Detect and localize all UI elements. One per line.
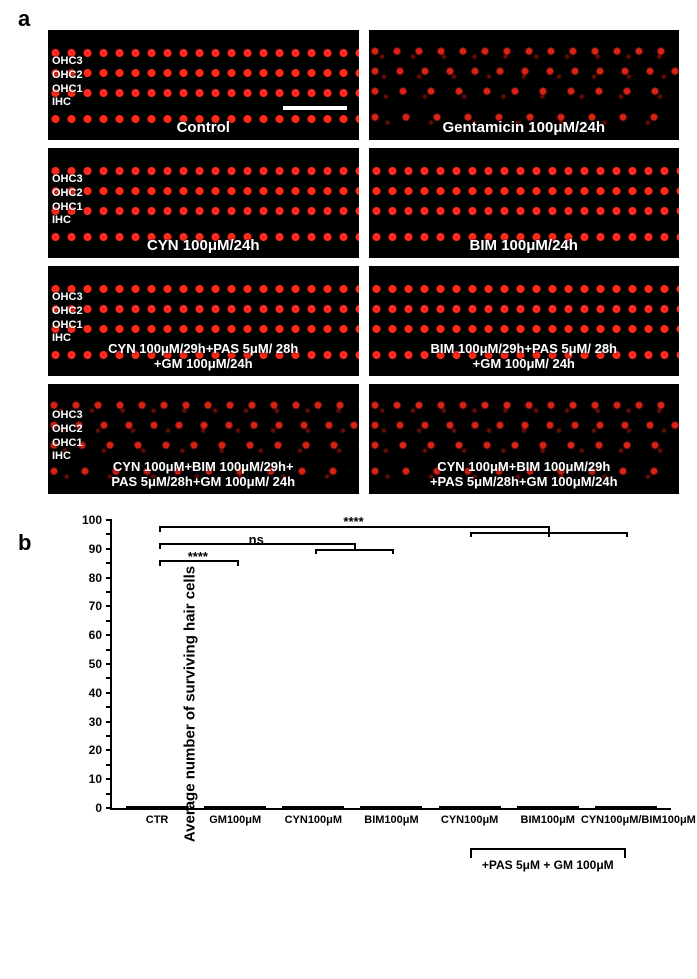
bar-wrap: GM100μM	[196, 806, 274, 808]
micrograph-caption: CYN 100μM/24h	[48, 237, 359, 254]
micrograph-caption: BIM 100μM/24h	[369, 237, 680, 254]
significance-text: ****	[343, 514, 363, 529]
micrograph-caption: CYN 100μM+BIM 100μM/29h+PAS 5μM/28h+GM 1…	[369, 460, 680, 490]
micrograph-caption: Control	[48, 119, 359, 136]
micrograph-caption: Gentamicin 100μM/24h	[369, 119, 680, 136]
micrograph-tile: BIM 100μM/29h+PAS 5μM/ 28h+GM 100μM/ 24h	[369, 266, 680, 376]
y-tick	[106, 735, 112, 737]
figure: a OHC3OHC2OHC1IHCControlGentamicin 100μM…	[0, 0, 697, 906]
x-tick-label: CTR	[112, 808, 202, 826]
y-tick-label: 20	[89, 743, 112, 757]
bar-wrap: BIM100μM	[352, 806, 430, 808]
y-tick-label: 60	[89, 628, 112, 642]
hair-cell-row-labels: OHC3OHC2OHC1IHC	[52, 173, 83, 228]
y-tick-label: 90	[89, 542, 112, 556]
micrograph-tile: OHC3OHC2OHC1IHCCYN 100μM/29h+PAS 5μM/ 28…	[48, 266, 359, 376]
micrograph-caption: CYN 100μM/29h+PAS 5μM/ 28h+GM 100μM/24h	[48, 342, 359, 372]
plot: CTRGM100μMCYN100μMBIM100μMCYN100μMBIM100…	[110, 520, 671, 810]
y-tick	[106, 562, 112, 564]
y-tick-label: 50	[89, 657, 112, 671]
x-tick-label: CYN100μM	[425, 808, 515, 826]
micrograph-caption: CYN 100μM+BIM 100μM/29h+PAS 5μM/28h+GM 1…	[48, 460, 359, 490]
y-tick	[106, 649, 112, 651]
group-bracket	[470, 848, 626, 858]
hair-cell-row-labels: OHC3OHC2OHC1IHC	[52, 291, 83, 346]
x-tick-label: BIM100μM	[503, 808, 593, 826]
scale-bar	[283, 106, 347, 110]
bar-wrap: BIM100μM	[509, 806, 587, 808]
y-tick-label: 80	[89, 571, 112, 585]
panel-a: OHC3OHC2OHC1IHC Control Gentamicin 100μM/2…	[0, 0, 697, 504]
y-tick-label: 0	[95, 801, 112, 815]
micrograph-tile: OHC3OHC2OHC1IHC Control	[48, 30, 359, 140]
y-tick	[106, 706, 112, 708]
micrograph-tile: Gentamicin 100μM/24h	[369, 30, 680, 140]
significance-text: ****	[188, 549, 208, 564]
panel-b: Average number of surviving hair cells C…	[0, 504, 697, 906]
bar-wrap: CTR	[118, 806, 196, 808]
y-tick	[106, 677, 112, 679]
micrograph-caption: BIM 100μM/29h+PAS 5μM/ 28h+GM 100μM/ 24h	[369, 342, 680, 372]
micrograph-tile: BIM 100μM/24h	[369, 148, 680, 258]
y-tick	[106, 620, 112, 622]
bottom-bracket-area: +PAS 5μM + GM 100μM	[110, 848, 671, 872]
y-tick	[106, 764, 112, 766]
micrograph-tile: OHC3OHC2OHC1IHCCYN 100μM+BIM 100μM/29h+P…	[48, 384, 359, 494]
micrograph-grid: OHC3OHC2OHC1IHC Control Gentamicin 100μM/2…	[48, 30, 679, 494]
y-tick	[106, 793, 112, 795]
x-tick-label: BIM100μM	[346, 808, 436, 826]
group-bracket-label: +PAS 5μM + GM 100μM	[470, 858, 626, 872]
bar-wrap: CYN100μM	[274, 806, 352, 808]
hair-cell-row-labels: OHC3OHC2OHC1IHC	[52, 409, 83, 464]
micrograph-tile: CYN 100μM+BIM 100μM/29h+PAS 5μM/28h+GM 1…	[369, 384, 680, 494]
x-tick-label: GM100μM	[190, 808, 280, 826]
y-tick-label: 30	[89, 715, 112, 729]
micrograph-tile: OHC3OHC2OHC1IHC CYN 100μM/24h	[48, 148, 359, 258]
y-tick-label: 70	[89, 599, 112, 613]
y-tick	[106, 533, 112, 535]
hair-cell-row-labels: OHC3OHC2OHC1IHC	[52, 55, 83, 110]
significance-text: ns	[249, 532, 264, 547]
y-tick-label: 40	[89, 686, 112, 700]
bar-wrap: CYN100μM/BIM100μM	[587, 806, 665, 808]
bar-wrap: CYN100μM	[431, 806, 509, 808]
y-tick	[106, 591, 112, 593]
y-tick-label: 100	[82, 513, 112, 527]
x-tick-label: CYN100μM/BIM100μM	[581, 808, 671, 826]
y-tick-label: 10	[89, 772, 112, 786]
x-tick-label: CYN100μM	[268, 808, 358, 826]
chart-area: Average number of surviving hair cells C…	[90, 514, 679, 894]
